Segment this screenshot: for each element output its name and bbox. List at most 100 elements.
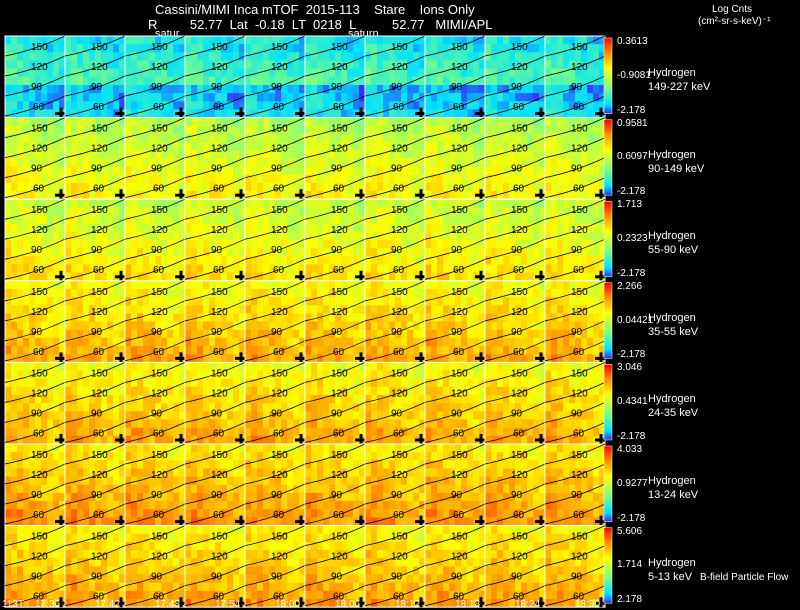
heatmap-cell [185, 61, 191, 70]
heatmap-cell [203, 322, 209, 331]
heatmap-cell [143, 281, 149, 290]
heatmap-cell [377, 118, 383, 127]
heatmap-cell [317, 175, 323, 184]
heatmap-cell [65, 297, 71, 306]
heatmap-cell [71, 322, 77, 331]
heatmap-cell [23, 297, 29, 306]
heatmap-cell [227, 248, 233, 257]
heatmap-cell [377, 216, 383, 225]
heatmap-cell [317, 142, 323, 151]
heatmap-cell [65, 36, 71, 45]
heatmap-cell [323, 330, 329, 339]
heatmap-cell [365, 126, 371, 135]
heatmap-cell [305, 36, 311, 45]
heatmap-cell [353, 330, 359, 339]
heatmap-cell [23, 93, 29, 102]
heatmap-cell [551, 330, 557, 339]
heatmap-cell [173, 69, 179, 78]
heatmap-cell [203, 240, 209, 249]
heatmap-cell [419, 330, 425, 339]
heatmap-cell [497, 322, 503, 331]
heatmap-cell [509, 134, 515, 143]
heatmap-cell [137, 338, 143, 347]
heatmap-cell [425, 265, 431, 274]
heatmap-cell [299, 395, 305, 404]
heatmap-cell [371, 330, 377, 339]
heatmap-cell [65, 387, 71, 396]
heatmap-cell [215, 379, 221, 388]
heatmap-cell [191, 142, 197, 151]
heatmap-cell [305, 175, 311, 184]
heatmap-cell [233, 330, 239, 339]
heatmap-cell [431, 69, 437, 78]
heatmap-cell [467, 109, 473, 118]
heatmap-cell [41, 379, 47, 388]
heatmap-cell [575, 134, 581, 143]
heatmap-cell [383, 330, 389, 339]
heatmap-cell [71, 126, 77, 135]
heatmap-cell [305, 248, 311, 257]
heatmap-cell [377, 224, 383, 233]
heatmap-cell [137, 183, 143, 192]
heatmap-cell [167, 379, 173, 388]
heatmap-cell [293, 61, 299, 70]
heatmap-cell [239, 126, 245, 135]
heatmap-cell [329, 216, 335, 225]
heatmap-cell [365, 338, 371, 347]
contour-label: 150 [451, 124, 468, 135]
heatmap-cell [437, 240, 443, 249]
heatmap-cell [353, 207, 359, 216]
heatmap-cell [131, 411, 137, 420]
heatmap-cell [419, 248, 425, 257]
contour-label: 150 [31, 205, 48, 216]
heatmap-cell [167, 126, 173, 135]
heatmap-cell [485, 77, 491, 86]
heatmap-cell [131, 281, 137, 290]
heatmap-cell [293, 69, 299, 78]
heatmap-cell [11, 69, 17, 78]
heatmap-cell [533, 232, 539, 241]
heatmap-cell [269, 216, 275, 225]
heatmap-cell [215, 134, 221, 143]
heatmap-cell [245, 109, 251, 118]
heatmap-cell [491, 330, 497, 339]
heatmap-cell [191, 395, 197, 404]
heatmap-cell [281, 93, 287, 102]
heatmap-cell [545, 93, 551, 102]
contour-label: 150 [151, 205, 168, 216]
contour-label: 150 [31, 287, 48, 298]
heatmap-cell [233, 289, 239, 298]
heatmap-cell [359, 313, 365, 322]
heatmap-cell [497, 338, 503, 347]
heatmap-cell [407, 167, 413, 176]
heatmap-cell [209, 93, 215, 102]
heatmap-cell [551, 281, 557, 290]
heatmap-cell [11, 313, 17, 322]
heatmap-cell [431, 248, 437, 257]
contour-label: 120 [331, 144, 348, 155]
heatmap-cell [425, 77, 431, 86]
heatmap-cell [443, 240, 449, 249]
heatmap-cell [257, 322, 263, 331]
heatmap-cell [59, 313, 65, 322]
heatmap-cell [11, 150, 17, 159]
heatmap-cell [365, 256, 371, 265]
heatmap-cell [431, 183, 437, 192]
heatmap-cell [77, 436, 83, 445]
contour-label: 60 [273, 184, 285, 195]
heatmap-cell [305, 265, 311, 274]
heatmap-cell [5, 224, 11, 233]
heatmap-cell [245, 338, 251, 347]
heatmap-cell [305, 183, 311, 192]
heatmap-cell [41, 52, 47, 61]
heatmap-cell [65, 44, 71, 53]
heatmap-cell [245, 403, 251, 412]
heatmap-cell [485, 322, 491, 331]
contour-label: 120 [31, 307, 48, 318]
heatmap-cell [449, 256, 455, 265]
heatmap-cell [71, 158, 77, 167]
heatmap-cell [47, 420, 53, 429]
heatmap-cell [113, 126, 119, 135]
